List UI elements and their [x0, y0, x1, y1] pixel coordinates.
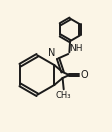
Text: N: N [47, 48, 55, 58]
Text: O: O [80, 70, 87, 80]
Text: CH₃: CH₃ [55, 91, 71, 100]
Text: NH: NH [68, 44, 82, 53]
